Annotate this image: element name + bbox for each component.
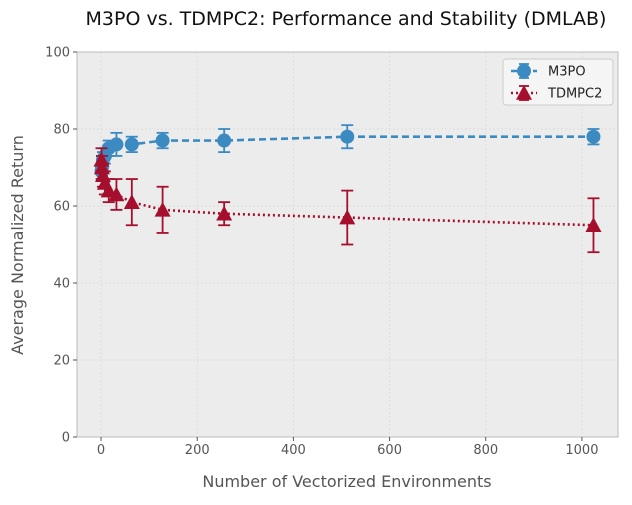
- m3po-data-point: [217, 133, 232, 148]
- y-tick-label: 80: [53, 123, 70, 138]
- tdmpc2-legend-marker: [516, 85, 532, 100]
- y-tick-label: 100: [45, 46, 70, 61]
- x-tick-label: 0: [97, 443, 105, 458]
- tdmpc2-data-point: [154, 201, 171, 217]
- tdmpc2-data-point: [123, 194, 140, 209]
- m3po-data-point: [155, 133, 170, 148]
- m3po-legend-label: M3PO: [548, 65, 586, 80]
- y-tick-label: 60: [53, 200, 70, 215]
- y-axis-label: Average Normalized Return: [8, 135, 27, 355]
- x-tick-label: 400: [281, 443, 306, 458]
- x-tick-label: 200: [185, 443, 210, 458]
- x-tick-label: 800: [473, 443, 498, 458]
- plot-area: 0 200 400 600 800 1000 0 20 40 60 80 100: [45, 46, 619, 458]
- plot-frame: [76, 51, 619, 438]
- tdmpc2-data-point: [93, 151, 110, 167]
- x-axis-label: Number of Vectorized Environments: [202, 472, 491, 491]
- m3po-data-point: [124, 137, 139, 152]
- chart-title: M3PO vs. TDMPC2: Performance and Stabili…: [86, 8, 607, 30]
- m3po-data-point: [340, 129, 355, 144]
- tdmpc2-data-point: [94, 159, 111, 175]
- y-tick-label: 0: [62, 431, 70, 446]
- m3po-legend-marker: [517, 64, 531, 78]
- tdmpc2-data-point: [339, 209, 356, 225]
- y-tick-label: 40: [53, 277, 70, 292]
- legend: M3PO TDMPC2: [502, 58, 614, 106]
- m3po-data-point: [586, 129, 601, 144]
- tdmpc2-data-point: [585, 217, 602, 233]
- y-tick-label: 20: [53, 354, 70, 369]
- m3po-data-point: [109, 137, 124, 152]
- x-tick-label: 600: [377, 443, 402, 458]
- tdmpc2-data-point: [216, 205, 233, 221]
- x-tick-label: 1000: [565, 443, 598, 458]
- tdmpc2-data-point: [94, 167, 111, 182]
- tdmpc2-data-point: [108, 186, 125, 202]
- tdmpc2-legend-label: TDMPC2: [547, 87, 602, 102]
